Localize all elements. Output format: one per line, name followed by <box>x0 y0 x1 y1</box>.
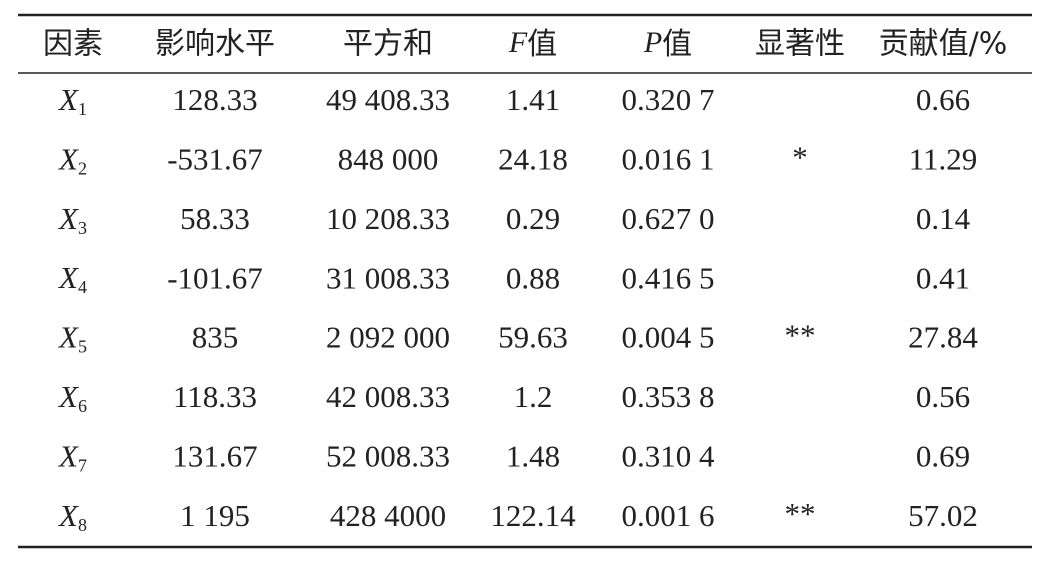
factor-subscript: 1 <box>78 99 87 119</box>
header-cell: 显著性 <box>755 27 845 62</box>
cell: 0.88 <box>506 260 560 295</box>
significance-cell: ** <box>785 318 816 353</box>
cell: 27.84 <box>908 320 978 355</box>
cell: 122.14 <box>490 498 576 533</box>
cell: 58.33 <box>180 201 250 236</box>
cell: 1.2 <box>514 379 553 414</box>
cell: 131.67 <box>172 439 257 474</box>
header-variable: P <box>643 26 662 59</box>
factor-subscript: 4 <box>78 277 87 297</box>
cell: 1 195 <box>180 498 250 533</box>
cell: 0.416 5 <box>622 260 715 295</box>
cell: 0.56 <box>916 379 970 414</box>
factor-subscript: 7 <box>78 456 87 476</box>
cell: 0.320 7 <box>622 82 715 117</box>
factor-cell: X8 <box>57 498 87 535</box>
factor-symbol: X <box>57 82 79 117</box>
header-cell: 平方和 <box>343 27 433 62</box>
cell: 0.001 6 <box>622 498 715 533</box>
header-variable: F <box>508 26 528 59</box>
factor-cell: X6 <box>57 379 87 416</box>
factor-cell: X3 <box>57 201 87 238</box>
header-text: 值 <box>662 27 692 62</box>
cell: 118.33 <box>173 379 257 414</box>
cell: 24.18 <box>498 142 568 177</box>
cell: 11.29 <box>909 142 978 177</box>
header-cell: 因素 <box>43 27 103 62</box>
factor-symbol: X <box>57 260 79 295</box>
factor-symbol: X <box>57 201 79 236</box>
cell: 835 <box>192 320 239 355</box>
cell: 1.48 <box>506 439 560 474</box>
header-text: 值 <box>527 27 557 62</box>
factor-symbol: X <box>57 142 79 177</box>
cell: 0.41 <box>916 260 970 295</box>
cell: 0.016 1 <box>622 142 715 177</box>
header-cell: F值 <box>508 26 557 62</box>
cell: 0.353 8 <box>622 379 715 414</box>
cell: 1.41 <box>506 82 560 117</box>
cell: 2 092 000 <box>326 320 450 355</box>
factor-cell: X7 <box>57 439 87 476</box>
cell: 0.627 0 <box>622 201 715 236</box>
significance-cell: ** <box>785 496 816 531</box>
cell: 0.004 5 <box>622 320 715 355</box>
cell: 10 208.33 <box>326 201 450 236</box>
cell: 428 4000 <box>330 498 446 533</box>
header-cell: 贡献值/% <box>879 27 1008 62</box>
cell: 0.66 <box>916 82 970 117</box>
cell: 52 008.33 <box>326 439 450 474</box>
cell: 0.69 <box>916 439 970 474</box>
factor-subscript: 5 <box>78 337 87 357</box>
cell: 57.02 <box>908 498 978 533</box>
factor-cell: X4 <box>57 260 87 297</box>
factor-cell: X5 <box>57 320 87 357</box>
factor-subscript: 3 <box>78 218 87 238</box>
cell: 0.14 <box>916 201 971 236</box>
factor-symbol: X <box>57 379 79 414</box>
factor-symbol: X <box>57 439 79 474</box>
cell: 848 000 <box>338 142 439 177</box>
cell: 0.29 <box>506 201 560 236</box>
cell: 59.63 <box>498 320 568 355</box>
cell: -101.67 <box>167 260 263 295</box>
cell: 0.310 4 <box>622 439 716 474</box>
header-cell: P值 <box>643 26 692 62</box>
cell: 49 408.33 <box>326 82 450 117</box>
factor-subscript: 8 <box>78 515 87 535</box>
factor-subscript: 6 <box>78 396 87 416</box>
cell: -531.67 <box>167 142 263 177</box>
factor-symbol: X <box>57 320 79 355</box>
factor-symbol: X <box>57 498 79 533</box>
factor-subscript: 2 <box>78 159 87 179</box>
header-cell: 影响水平 <box>155 27 275 62</box>
cell: 31 008.33 <box>326 260 450 295</box>
cell: 42 008.33 <box>326 379 450 414</box>
factor-cell: X1 <box>57 82 87 119</box>
factor-cell: X2 <box>57 142 87 179</box>
significance-cell: * <box>792 140 808 175</box>
cell: 128.33 <box>172 82 257 117</box>
